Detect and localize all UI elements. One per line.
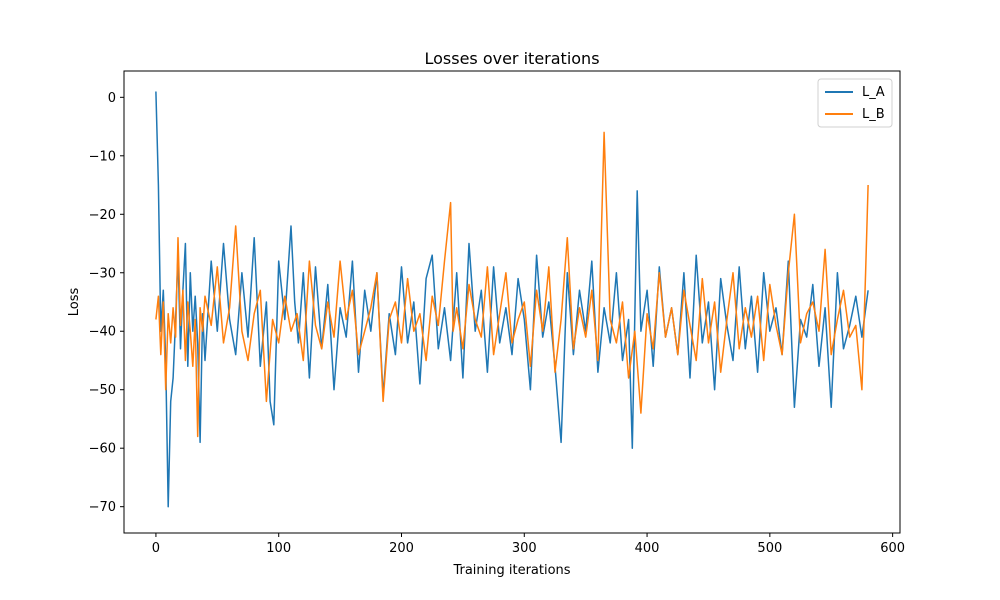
x-tick-label: 400 [635, 541, 660, 556]
y-tick-label: −10 [89, 149, 116, 164]
x-tick-label: 0 [152, 541, 160, 556]
y-axis-label: Loss [67, 288, 82, 317]
y-tick-label: −50 [89, 383, 116, 398]
x-axis-label: Training iterations [452, 563, 570, 578]
x-tick-label: 100 [266, 541, 291, 556]
y-tick-label: −70 [89, 500, 116, 515]
legend-label-l-b: L_B [862, 107, 885, 122]
y-tick-label: −60 [89, 442, 116, 457]
y-axis-ticks: 0 −10 −20 −30 −40 −50 −60 −70 [89, 91, 124, 515]
x-tick-label: 600 [880, 541, 905, 556]
legend: L_A L_B [817, 78, 893, 128]
y-tick-label: 0 [108, 91, 116, 106]
plot-area: 0 100 200 300 400 500 600 0 −10 −20 −30 −40 −50 −60 −… [89, 70, 905, 556]
y-tick-label: −20 [89, 208, 116, 223]
y-tick-label: −40 [89, 325, 116, 340]
y-tick-label: −30 [89, 266, 116, 281]
series-line-l-a [155, 91, 869, 508]
legend-label-l-a: L_A [862, 85, 885, 100]
axes-frame [123, 70, 901, 534]
x-axis-ticks: 0 100 200 300 400 500 600 [152, 533, 905, 556]
x-tick-label: 200 [389, 541, 414, 556]
series-line-l-b [155, 131, 869, 438]
x-tick-label: 500 [757, 541, 782, 556]
chart-title: Losses over iterations [424, 49, 599, 68]
series-layer [155, 91, 869, 508]
x-tick-label: 300 [512, 541, 537, 556]
